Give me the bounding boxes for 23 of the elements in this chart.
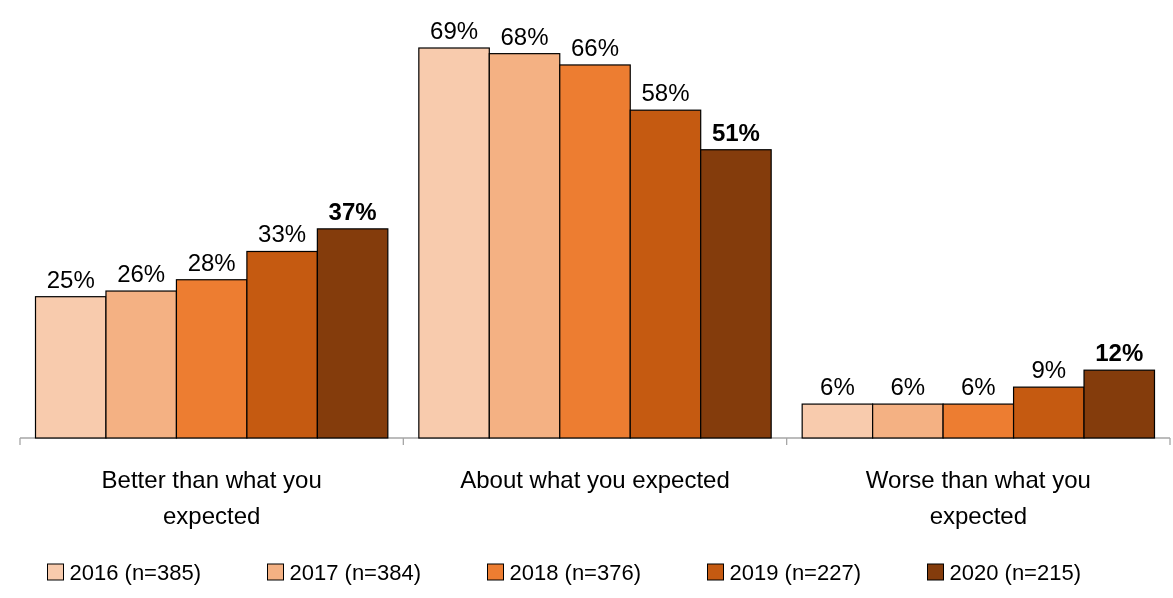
data-label: 9% <box>1031 356 1067 384</box>
data-label: 33% <box>258 220 307 248</box>
data-label: 6% <box>960 373 996 401</box>
data-label: 51% <box>711 118 760 146</box>
data-label: 69% <box>430 17 479 44</box>
data-label: 26% <box>117 260 166 288</box>
x-tick-label: About what you expected <box>460 466 730 493</box>
legend-label: 2017 (n=384) <box>289 560 421 585</box>
data-label: 58% <box>641 79 690 107</box>
legend-label: 2020 (n=215) <box>949 560 1081 585</box>
x-tick-label: Worse than what you expected <box>865 466 1091 529</box>
data-label: 12% <box>1095 339 1144 367</box>
data-label: 66% <box>570 33 620 61</box>
legend-label: 2018 (n=376) <box>509 560 641 585</box>
data-label: 6% <box>890 373 926 401</box>
data-label: 68% <box>500 22 549 50</box>
data-label: 37% <box>328 197 377 225</box>
data-label: 25% <box>46 265 95 293</box>
x-tick-label: Better than what you expected <box>101 466 322 529</box>
legend-label: 2016 (n=385) <box>69 560 201 585</box>
data-label: 6% <box>820 373 855 401</box>
data-label: 28% <box>187 248 236 276</box>
legend-label: 2019 (n=227) <box>729 560 861 585</box>
